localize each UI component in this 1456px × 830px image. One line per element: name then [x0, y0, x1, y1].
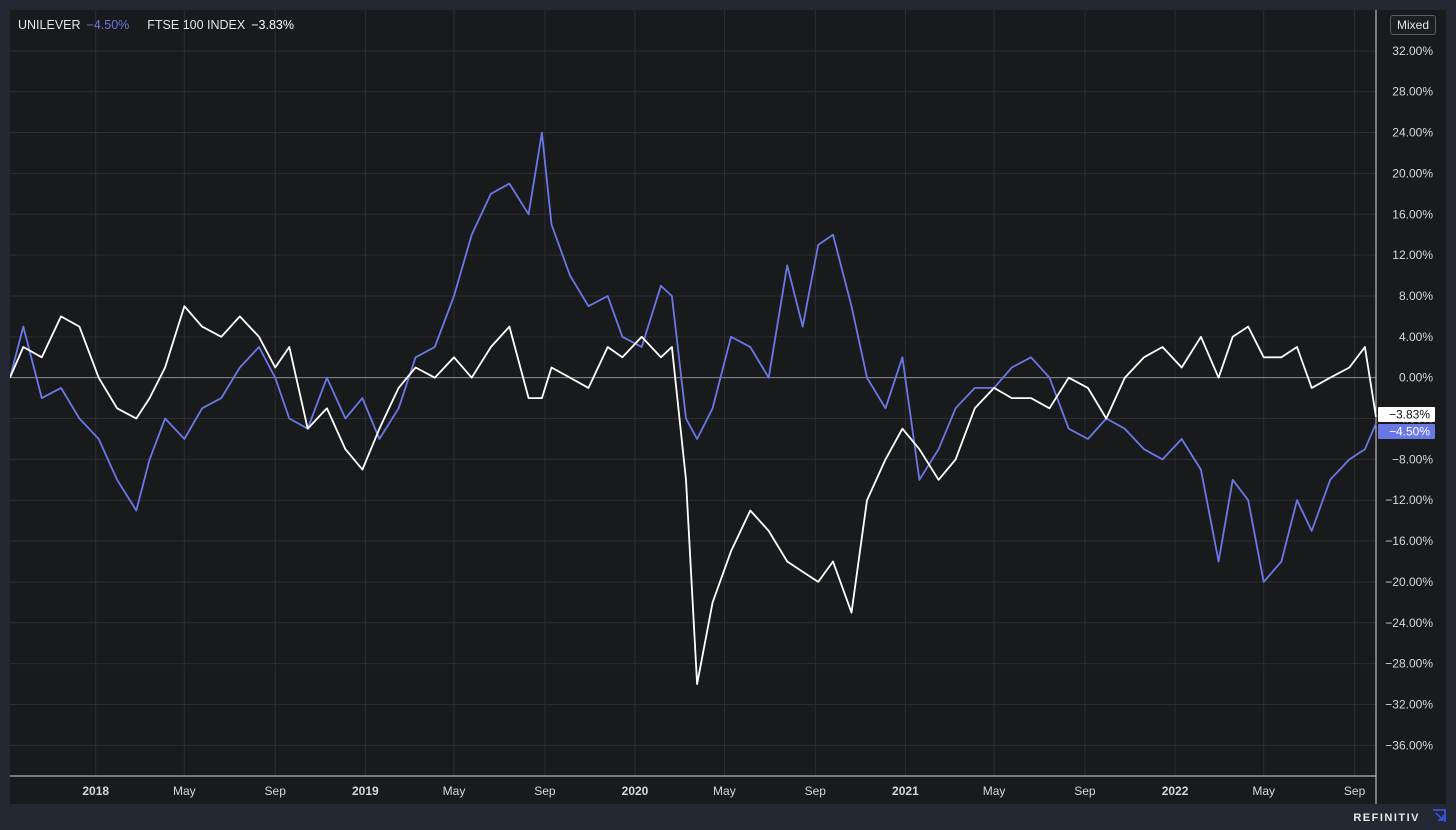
y-tick-label: 16.00%: [1392, 207, 1433, 221]
y-tick-label: −16.00%: [1385, 534, 1433, 548]
y-tick-label: −28.00%: [1385, 657, 1433, 671]
x-tick-label: May: [443, 784, 466, 798]
y-tick-label: 24.00%: [1392, 126, 1433, 140]
x-tick-label: Sep: [265, 784, 287, 798]
series-line-unilever: [10, 131, 1377, 583]
y-tick-label: 8.00%: [1399, 289, 1433, 303]
x-tick-label: May: [713, 784, 736, 798]
x-tick-label: Sep: [1074, 784, 1096, 798]
x-tick-label: Sep: [1344, 784, 1366, 798]
chart-area: 32.00% 28.00% 24.00% 20.00% 16.00% 12.00% 8.00…: [10, 10, 1435, 804]
x-tick-label: May: [983, 784, 1006, 798]
scale-mode-button[interactable]: Mixed: [1390, 15, 1437, 35]
x-tick-label: Sep: [534, 784, 556, 798]
x-tick-label: 2022: [1162, 784, 1189, 798]
y-tick-label: 4.00%: [1399, 330, 1433, 344]
legend-item-unilever[interactable]: UNILEVER −4.50%: [18, 18, 129, 32]
chart-panel: 32.00% 28.00% 24.00% 20.00% 16.00% 12.00% 8.00…: [10, 10, 1446, 804]
x-tick-label: Sep: [805, 784, 827, 798]
x-tick-label: 2018: [82, 784, 109, 798]
legend-series-value: −4.50%: [86, 18, 130, 32]
legend-series-value: −3.83%: [251, 18, 294, 32]
x-tick-label: May: [173, 784, 196, 798]
y-tick-label: 12.00%: [1392, 248, 1433, 262]
x-tick-label: 2019: [352, 784, 379, 798]
y-tick-label: −32.00%: [1385, 698, 1433, 712]
y-tick-label: 28.00%: [1392, 85, 1433, 99]
y-tick-label: −20.00%: [1385, 575, 1433, 589]
last-value-badge-unilever-bg: [1378, 424, 1435, 439]
y-tick-label: −8.00%: [1392, 452, 1433, 466]
series-line-ftse: [10, 305, 1377, 685]
brand-logo-text: REFINITIV: [1353, 812, 1420, 824]
legend-series-name: UNILEVER: [18, 18, 81, 32]
last-value-badge-unilever: −4.50%: [1389, 425, 1430, 439]
last-value-badge-ftse: −3.83%: [1389, 408, 1430, 422]
chart-legend: UNILEVER −4.50% FTSE 100 INDEX −3.83%: [18, 18, 294, 32]
y-tick-label: −12.00%: [1385, 493, 1433, 507]
legend-series-name: FTSE 100 INDEX: [147, 18, 246, 32]
x-tick-label: May: [1252, 784, 1275, 798]
legend-item-ftse[interactable]: FTSE 100 INDEX −3.83%: [147, 18, 294, 32]
y-tick-label: −24.00%: [1385, 616, 1433, 630]
y-tick-label: 20.00%: [1392, 166, 1433, 180]
x-tick-label: 2021: [892, 784, 919, 798]
y-tick-label: 0.00%: [1399, 371, 1433, 385]
y-tick-label: −36.00%: [1385, 738, 1433, 752]
last-value-badge-ftse-bg: [1378, 407, 1435, 422]
x-tick-label: 2020: [622, 784, 649, 798]
y-tick-label: 32.00%: [1392, 44, 1433, 58]
footer: REFINITIV: [0, 804, 1456, 830]
refinitiv-logo-icon: [1433, 809, 1446, 822]
